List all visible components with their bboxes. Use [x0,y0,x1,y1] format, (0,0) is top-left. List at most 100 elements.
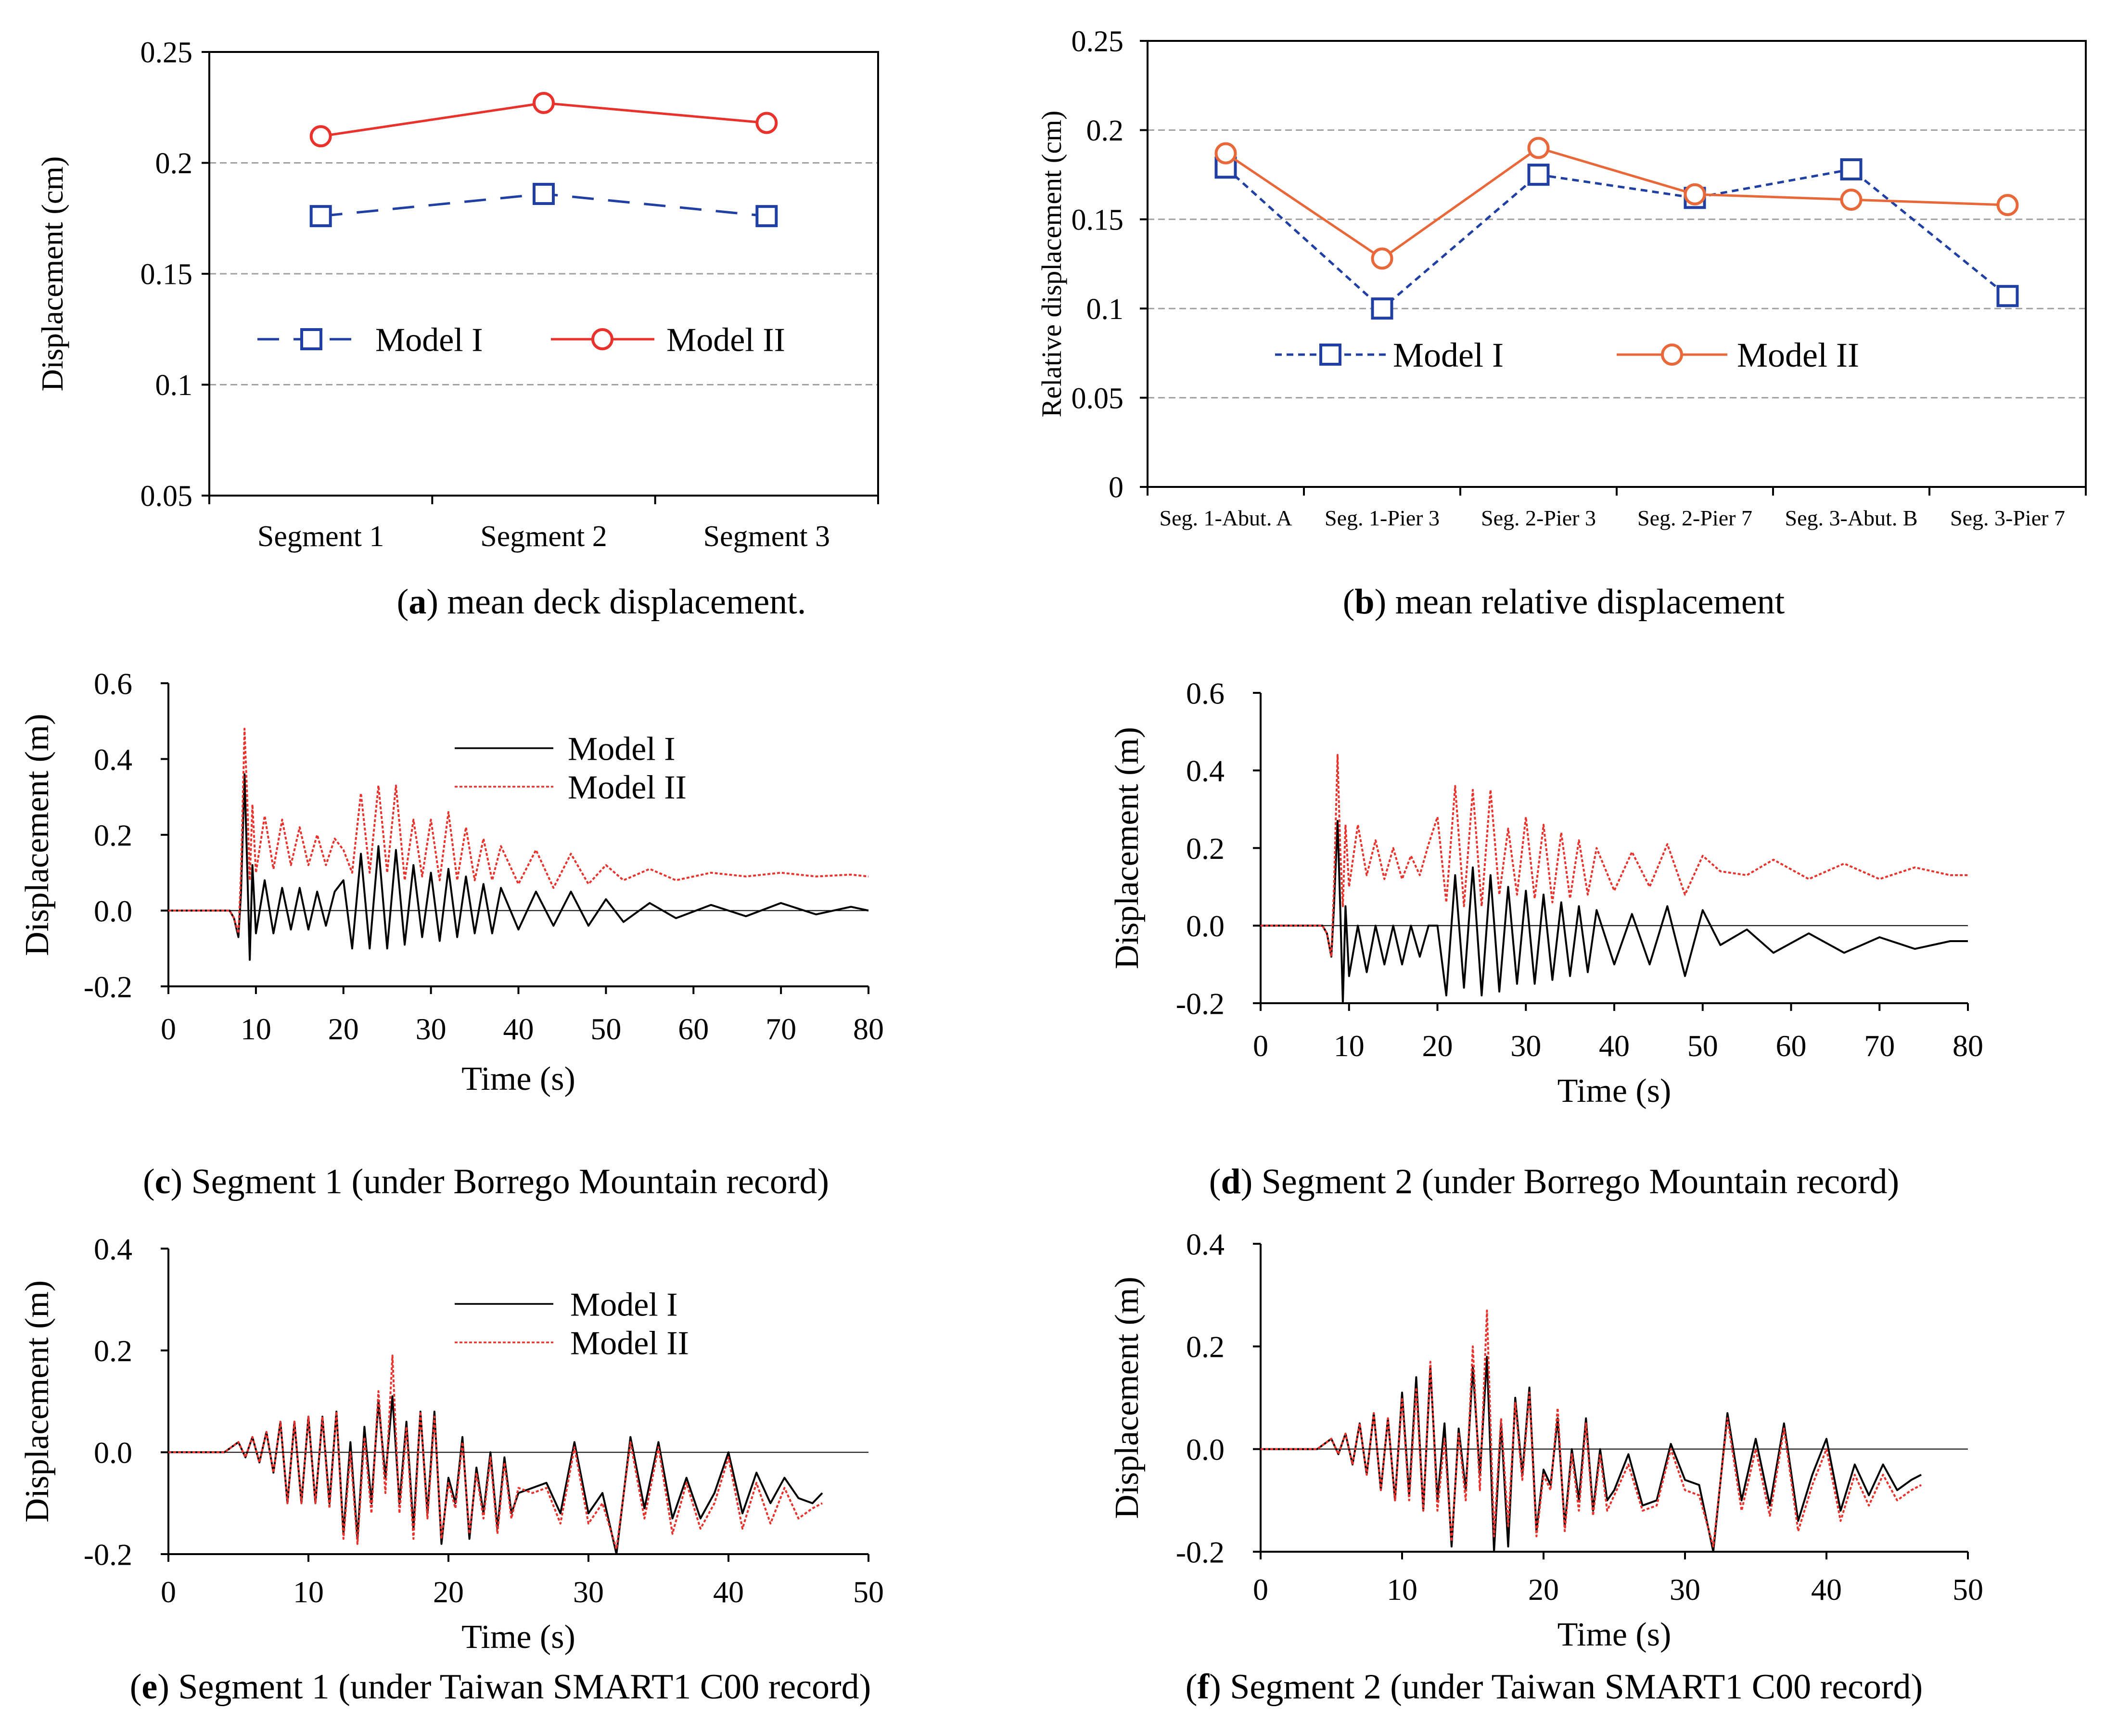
legend-label: Model I [375,322,483,359]
caption-letter: a [408,582,426,622]
legend-label: Model I [570,1287,678,1324]
x-category-label: Seg. 2-Pier 3 [1481,506,1596,530]
legend-label: Model II [570,1325,689,1362]
data-point-circle [1214,142,1237,165]
x-axis-label: Time (s) [1557,1072,1672,1110]
y-tick-label: 0.4 [94,742,132,777]
x-tick-label: 50 [1953,1572,1983,1607]
caption-open: ( [143,1162,155,1201]
data-point-square [755,205,778,228]
x-tick-label: 10 [1387,1572,1417,1607]
y-tick-label: 0.0 [1186,909,1225,943]
data-point-square [1996,285,2019,307]
x-tick-label: 30 [573,1575,604,1609]
y-tick-label: 0.15 [140,258,193,291]
chart-a: 0.05 0.1 0.15 0.2 0.25 Segment 1 Segment 2 Segm… [35,37,879,622]
x-tick-label: 0 [161,1012,176,1046]
chart-e: -0.2 0.0 0.2 0.4 0 10 20 30 40 50 Time (s) Displace… [19,1232,884,1707]
x-category-label: Seg. 1-Abut. A [1160,506,1292,530]
caption: (a) mean deck displacement. [397,582,806,622]
x-tick-label: 50 [853,1575,884,1609]
x-tick-label: 70 [1864,1029,1895,1063]
y-tick-label: 0.25 [1072,26,1124,58]
y-tick-label: 0.0 [94,1436,132,1470]
x-category-label: Seg. 1-Pier 3 [1325,506,1440,530]
y-axis-label: Displacement (m) [1109,1276,1146,1519]
legend-label: Model I [1393,336,1504,374]
caption-text: ) mean relative displacement [1375,582,1785,622]
y-tick-label: 0.05 [140,480,193,513]
series-line-model-ii [168,728,869,934]
plot-frame [1147,40,2087,488]
caption-open: ( [397,582,409,622]
y-tick-label: 0.2 [1186,831,1225,866]
x-tick-label: 70 [766,1012,796,1046]
legend-label: Model II [666,322,785,359]
y-tick-label: 0.15 [1072,204,1124,237]
caption-letter: f [1197,1667,1210,1707]
chart-d: -0.2 0.0 0.2 0.4 0.6 0 10 20 30 40 50 60 70 80 Time (s… [1109,676,1983,1201]
y-axis-label: Displacement (m) [1109,727,1146,969]
y-tick-label: 0.1 [155,369,193,402]
y-tick-label: 0.1 [1086,293,1124,326]
data-point-square [1840,158,1863,180]
caption-letter: b [1354,582,1374,622]
y-tick-label: 0.4 [1186,1227,1225,1261]
series-line-model-i [1225,166,2009,310]
data-point-circle [1996,194,2019,217]
x-tick-label: 20 [1422,1029,1453,1063]
legend-marker-square [1319,344,1341,366]
legend-marker-square [300,328,322,350]
y-tick-label: 0.0 [94,894,132,928]
y-tick-label: 0.2 [1086,115,1124,147]
x-tick-label: 10 [241,1012,271,1046]
y-tick-label: 0.05 [1072,382,1124,415]
y-tick-label: 0.6 [1186,676,1225,710]
x-tick-label: 10 [1334,1029,1365,1063]
series-line-model-ii [1225,147,2008,260]
y-tick-label: 0.4 [94,1232,132,1266]
x-tick-label: 30 [1510,1029,1541,1063]
caption: (f) Segment 2 (under Taiwan SMART1 C00 r… [1186,1667,1923,1707]
y-tick-label: 0.25 [140,37,193,69]
x-tick-label: 20 [433,1575,464,1609]
series-line-model-ii [168,1354,823,1550]
x-category-label: Segment 2 [480,520,607,553]
y-tick-label: 0.0 [1186,1432,1225,1467]
caption-text: ) Segment 1 (under Taiwan SMART1 C00 rec… [157,1667,871,1707]
y-tick-label: 0.2 [94,818,132,852]
y-tick-label: 0 [1109,472,1123,504]
y-tick-label: 0.4 [1186,754,1225,788]
legend-label: Model I [568,731,676,768]
data-point-square [533,183,555,205]
x-tick-label: 0 [161,1575,176,1609]
series-line-model-i [1261,820,1968,1004]
data-point-circle [755,112,778,134]
chart-b: 0 0.05 0.1 0.15 0.2 0.25 Seg. 1-Abut. A Seg. 1-… [1036,26,2087,622]
y-tick-label: -0.2 [84,970,132,1004]
data-point-circle [309,125,332,148]
y-tick-label: 0.2 [94,1334,132,1368]
x-category-label: Segment 1 [257,520,384,553]
caption-open: ( [1186,1667,1198,1707]
y-axis-label: Displacement (m) [19,1280,56,1522]
x-category-label: Seg. 2-Pier 7 [1637,506,1752,530]
y-axis-label: Displacement (m) [19,714,56,956]
series-line-model-i [1261,1355,1922,1553]
x-axis-label: Time (s) [461,1060,575,1098]
x-tick-label: 0 [1253,1572,1268,1607]
x-tick-label: 0 [1253,1029,1268,1063]
y-axis-label: Displacement (cm) [35,156,69,392]
x-tick-label: 50 [590,1012,621,1046]
caption-letter: e [141,1667,157,1707]
y-tick-label: 0.2 [1186,1330,1225,1364]
y-tick-label: -0.2 [84,1537,132,1571]
x-tick-label: 80 [853,1012,884,1046]
x-category-label: Seg. 3-Pier 7 [1950,506,2065,530]
legend-label: Model II [568,769,687,806]
x-tick-label: 80 [1953,1029,1983,1063]
x-tick-label: 40 [503,1012,534,1046]
x-tick-label: 20 [1528,1572,1559,1607]
data-point-circle [1527,137,1550,159]
